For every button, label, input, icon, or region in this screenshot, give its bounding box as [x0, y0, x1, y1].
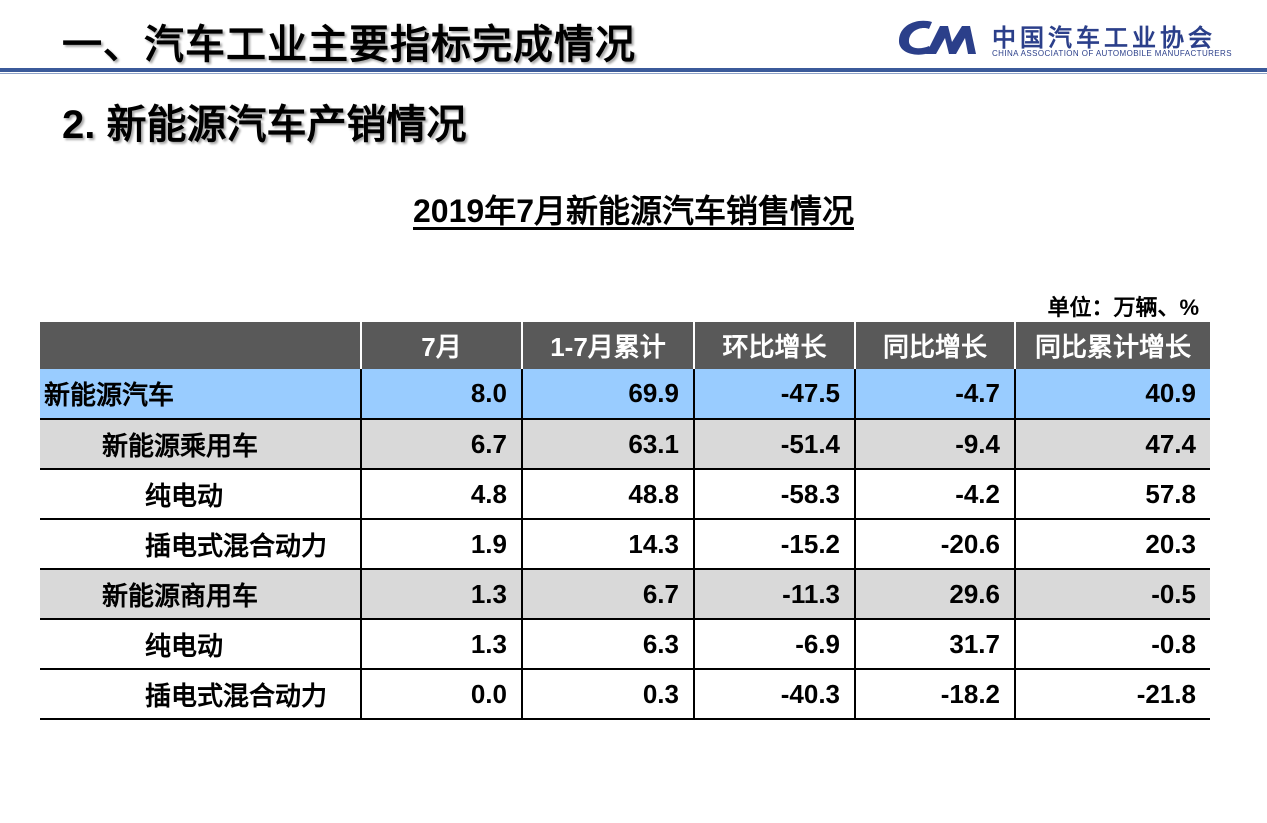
cell-value: -21.8 [1015, 669, 1210, 720]
unit-note: 单位：万辆、% [1047, 295, 1199, 320]
table-row: 纯电动 1.3 6.3 -6.9 31.7 -0.8 [40, 619, 1210, 670]
row-label: 新能源商用车 [40, 569, 362, 620]
cell-value: 69.9 [522, 369, 695, 420]
table-row: 纯电动 4.8 48.8 -58.3 -4.2 57.8 [40, 469, 1210, 520]
cell-value: 6.7 [361, 419, 523, 470]
cell-value: -58.3 [694, 469, 856, 520]
cell-value: -11.3 [694, 569, 856, 620]
cell-value: 1.9 [361, 519, 523, 570]
cell-value: 14.3 [522, 519, 695, 570]
column-header: 7月 [361, 322, 523, 369]
table-header-row: 7月 1-7月累计 环比增长 同比增长 同比累计增长 [40, 322, 1210, 369]
cell-value: 47.4 [1015, 419, 1210, 470]
cell-value: -6.9 [694, 619, 856, 670]
logo-name-en: CHINA ASSOCIATION OF AUTOMOBILE MANUFACT… [992, 49, 1232, 58]
cell-value: 20.3 [1015, 519, 1210, 570]
cell-value: 6.7 [522, 569, 695, 620]
cell-value: -20.6 [855, 519, 1016, 570]
table-row: 新能源汽车 8.0 69.9 -47.5 -4.7 40.9 [40, 369, 1210, 420]
column-header: 1-7月累计 [522, 322, 695, 369]
cell-value: 1.3 [361, 619, 523, 670]
cell-value: -9.4 [855, 419, 1016, 470]
cell-value: 57.8 [1015, 469, 1210, 520]
cell-value: 40.9 [1015, 369, 1210, 420]
table-row: 插电式混合动力 1.9 14.3 -15.2 -20.6 20.3 [40, 519, 1210, 570]
cell-value: -51.4 [694, 419, 856, 470]
caam-logo-icon [898, 20, 976, 55]
cell-value: -47.5 [694, 369, 856, 420]
cell-value: 31.7 [855, 619, 1016, 670]
row-label: 新能源汽车 [40, 369, 362, 420]
cell-value: -0.8 [1015, 619, 1210, 670]
column-header: 同比累计增长 [1015, 322, 1210, 369]
cell-value: 63.1 [522, 419, 695, 470]
row-label: 插电式混合动力 [40, 669, 362, 720]
header-divider [0, 68, 1267, 72]
row-label: 插电式混合动力 [40, 519, 362, 570]
cell-value: 0.0 [361, 669, 523, 720]
cell-value: 4.8 [361, 469, 523, 520]
row-label: 纯电动 [40, 469, 362, 520]
subsection-heading: 2. 新能源汽车产销情况 [62, 103, 467, 147]
column-header [40, 322, 362, 369]
header-divider-thin [0, 73, 1267, 74]
cell-value: 6.3 [522, 619, 695, 670]
table-row: 新能源商用车 1.3 6.7 -11.3 29.6 -0.5 [40, 569, 1210, 620]
cell-value: -15.2 [694, 519, 856, 570]
cell-value: 29.6 [855, 569, 1016, 620]
cell-value: 48.8 [522, 469, 695, 520]
column-header: 环比增长 [694, 322, 856, 369]
sales-table: 7月 1-7月累计 环比增长 同比增长 同比累计增长 新能源汽车 8.0 69.… [40, 322, 1210, 720]
logo-name-cn: 中国汽车工业协会 [992, 25, 1216, 52]
cell-value: -0.5 [1015, 569, 1210, 620]
table-row: 新能源乘用车 6.7 63.1 -51.4 -9.4 47.4 [40, 419, 1210, 470]
row-label: 纯电动 [40, 619, 362, 670]
row-label: 新能源乘用车 [40, 419, 362, 470]
cell-value: -18.2 [855, 669, 1016, 720]
table-title: 2019年7月新能源汽车销售情况 [413, 193, 854, 229]
column-header: 同比增长 [855, 322, 1016, 369]
cell-value: -40.3 [694, 669, 856, 720]
table-row: 插电式混合动力 0.0 0.3 -40.3 -18.2 -21.8 [40, 669, 1210, 720]
cell-value: -4.7 [855, 369, 1016, 420]
cell-value: 0.3 [522, 669, 695, 720]
cell-value: 1.3 [361, 569, 523, 620]
cell-value: -4.2 [855, 469, 1016, 520]
cell-value: 8.0 [361, 369, 523, 420]
caam-logo: 中国汽车工业协会 CHINA ASSOCIATION OF AUTOMOBILE… [896, 16, 1232, 66]
section-heading: 一、汽车工业主要指标完成情况 [62, 23, 636, 67]
